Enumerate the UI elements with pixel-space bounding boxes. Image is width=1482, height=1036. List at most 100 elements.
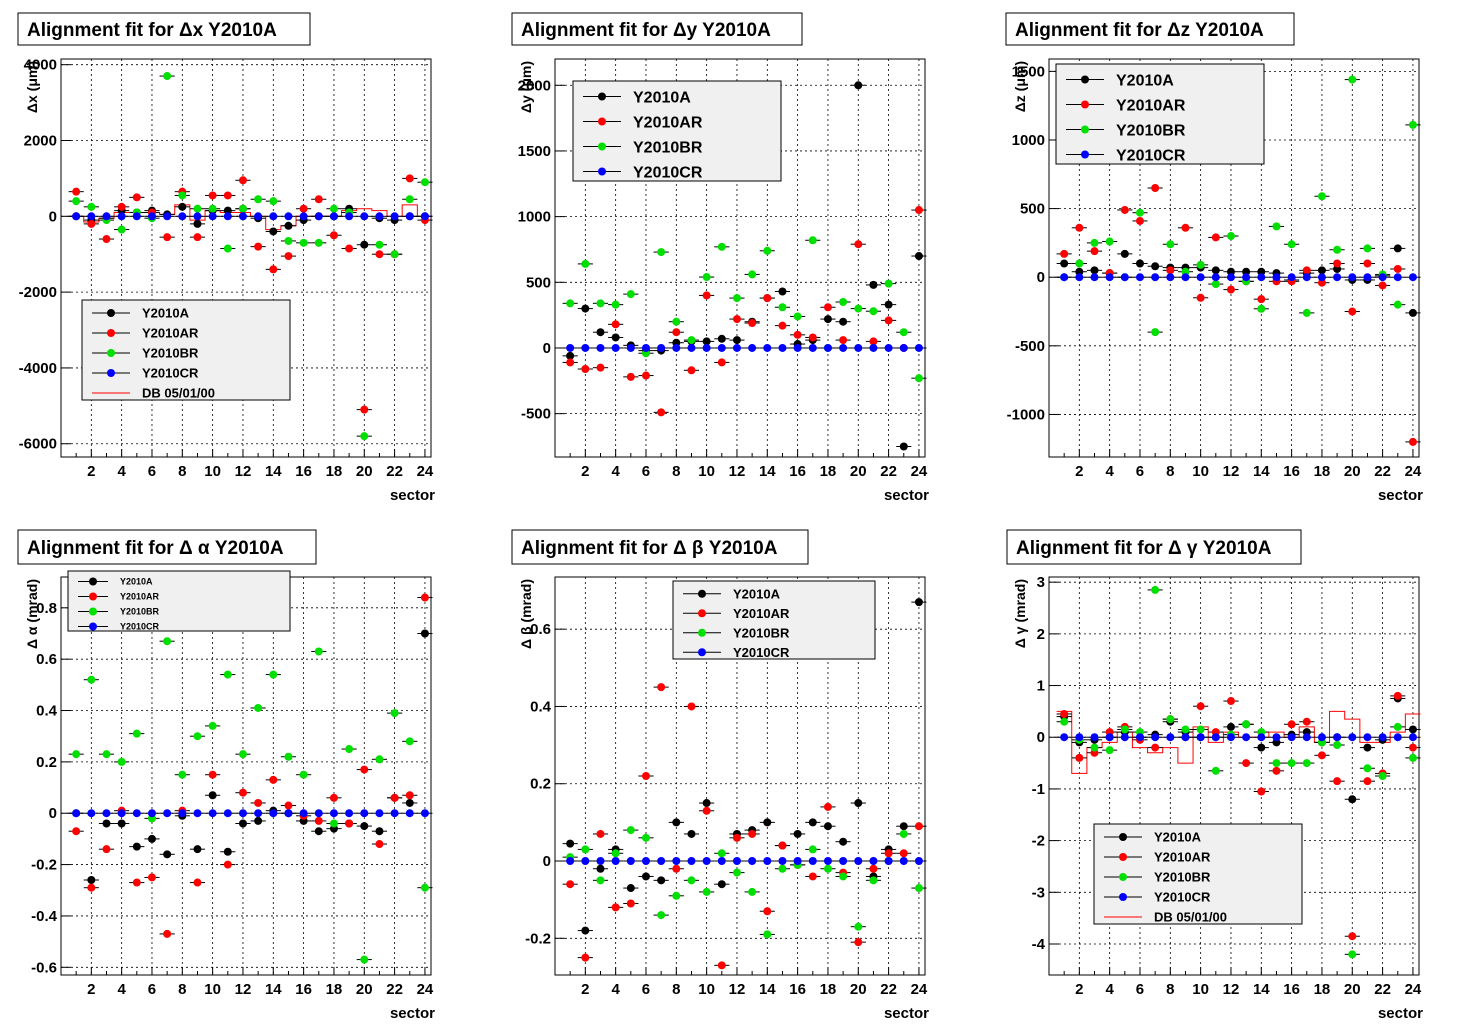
- data-point: [596, 363, 605, 372]
- y-tick-label: 0: [543, 340, 551, 357]
- legend-marker: [89, 622, 97, 631]
- data-point: [702, 887, 711, 896]
- data-point: [314, 238, 323, 247]
- data-point: [596, 343, 605, 352]
- data-point: [717, 857, 726, 866]
- data-point: [223, 212, 232, 221]
- data-point: [626, 343, 635, 352]
- legend-marker: [598, 92, 606, 101]
- legend-label: DB 05/01/00: [142, 386, 215, 401]
- legend-marker: [598, 167, 606, 176]
- data-point: [808, 857, 817, 866]
- data-point: [345, 809, 354, 818]
- data-point: [823, 822, 832, 831]
- data-point: [390, 809, 399, 818]
- data-point: [869, 864, 878, 873]
- data-point: [1257, 304, 1266, 313]
- data-point: [581, 926, 590, 935]
- data-point: [254, 798, 263, 807]
- data-point: [375, 250, 384, 259]
- data-point: [254, 212, 263, 221]
- legend-label: Y2010A: [733, 586, 781, 601]
- y-tick-label: 0: [1037, 269, 1045, 286]
- x-tick-label: 16: [295, 981, 312, 998]
- data-point: [238, 750, 247, 759]
- data-point: [1333, 777, 1342, 786]
- data-point: [763, 246, 772, 255]
- data-point: [1166, 273, 1175, 282]
- legend-label: Y2010A: [1116, 72, 1174, 89]
- data-point: [823, 864, 832, 873]
- y-tick-label: 2000: [24, 132, 57, 149]
- data-point: [1348, 307, 1357, 316]
- series-y2010ar: [1056, 184, 1421, 446]
- data-point: [132, 212, 141, 221]
- data-point: [132, 842, 141, 851]
- data-point: [1151, 273, 1160, 282]
- x-tick-label: 4: [611, 981, 620, 998]
- x-axis-label: sector: [390, 487, 435, 504]
- data-point: [899, 442, 908, 451]
- plot-panel-3: 2 4 6 8 10 12 14 16 18 20 22 24sector150010005000-5…: [1005, 12, 1423, 504]
- data-point: [329, 212, 338, 221]
- legend-marker: [1119, 853, 1127, 861]
- data-point: [1257, 267, 1266, 276]
- data-point: [672, 343, 681, 352]
- data-point: [147, 212, 156, 221]
- y-tick-label: 1: [1037, 678, 1045, 695]
- data-point: [223, 191, 232, 200]
- data-point: [117, 212, 126, 221]
- legend-label: Y2010A: [1154, 830, 1202, 845]
- data-point: [1120, 249, 1129, 258]
- data-point: [360, 809, 369, 818]
- data-point: [1348, 795, 1357, 804]
- data-point: [1302, 308, 1311, 317]
- data-point: [420, 593, 429, 602]
- data-point: [717, 961, 726, 970]
- legend-marker: [89, 577, 97, 586]
- legend-marker: [698, 609, 706, 618]
- x-tick-label: 18: [820, 463, 837, 480]
- data-point: [1302, 273, 1311, 282]
- plot-frame: [60, 576, 432, 976]
- data-point: [117, 202, 126, 211]
- data-point: [778, 864, 787, 873]
- x-tick-label: 4: [117, 463, 126, 480]
- data-point: [102, 809, 111, 818]
- x-axis-label: sector: [1378, 1005, 1423, 1022]
- legend-label: Y2010CR: [142, 366, 199, 381]
- data-point: [672, 317, 681, 326]
- y-tick-label: 0: [1037, 729, 1045, 746]
- data-point: [566, 880, 575, 889]
- data-point: [869, 280, 878, 289]
- x-tick-label: 18: [326, 463, 343, 480]
- data-point: [102, 212, 111, 221]
- data-point: [854, 857, 863, 866]
- data-point: [72, 809, 81, 818]
- data-point: [808, 236, 817, 245]
- data-point: [1393, 722, 1402, 731]
- data-point: [329, 793, 338, 802]
- x-tick-label: 10: [204, 463, 221, 480]
- y-tick-label: 0.2: [36, 754, 57, 771]
- data-point: [87, 875, 96, 884]
- series-y2010br: [562, 236, 927, 383]
- data-point: [345, 819, 354, 828]
- data-point: [1151, 733, 1160, 742]
- data-point: [405, 212, 414, 221]
- y-tick-label: -4000: [19, 360, 57, 377]
- data-point: [884, 849, 893, 858]
- data-point: [1075, 733, 1084, 742]
- data-point: [1060, 249, 1069, 258]
- x-tick-label: 24: [1405, 981, 1422, 998]
- legend-marker: [1081, 75, 1089, 84]
- y-tick-label: 0.4: [530, 698, 552, 715]
- legend-marker: [1119, 833, 1127, 841]
- data-point: [1393, 273, 1402, 282]
- data-point: [87, 202, 96, 211]
- data-point: [611, 343, 620, 352]
- data-point: [193, 845, 202, 854]
- data-point: [914, 884, 923, 893]
- plot-title: Alignment fit for Δ α Y2010A: [27, 538, 284, 559]
- data-point: [778, 343, 787, 352]
